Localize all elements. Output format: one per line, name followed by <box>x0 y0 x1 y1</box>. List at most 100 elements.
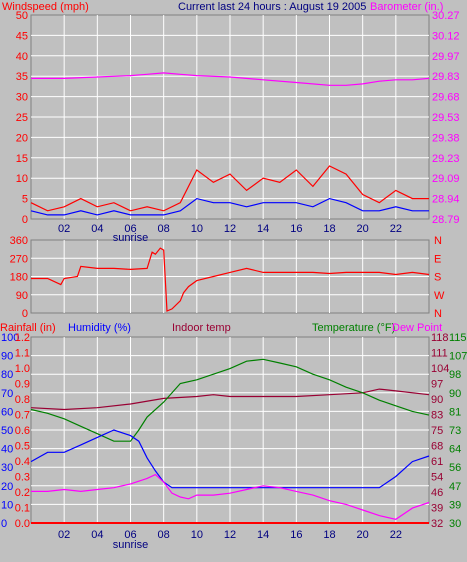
barometer-tick-label: 28.94 <box>432 194 460 206</box>
hour-tick-label: 20 <box>357 223 369 235</box>
barometer-tick-label: 29.23 <box>432 153 460 165</box>
windspeed-tick-label: 15 <box>16 153 28 165</box>
rainfall-tick-label: 0.5 <box>15 441 30 453</box>
rainfall-tick-label: 1.2 <box>15 332 30 344</box>
dewpoint-axis-label: Dew Point <box>392 322 442 334</box>
humidity-tick-label: 80 <box>1 369 13 381</box>
windspeed-tick-label: 20 <box>16 132 28 144</box>
hour-tick-label: 02 <box>58 529 70 541</box>
rainfall-tick-label: 0.7 <box>15 410 30 422</box>
hour-tick-label: 12 <box>224 223 236 235</box>
temperature-tick-label-a: 97 <box>431 379 443 391</box>
direction-series <box>31 247 430 312</box>
direction-tick-label: 270 <box>10 253 28 265</box>
barometer-tick-label: 29.38 <box>432 132 460 144</box>
hour-tick-label: 08 <box>158 223 170 235</box>
hour-tick-label: 18 <box>323 529 335 541</box>
hour-tick-label: 06 <box>124 223 136 235</box>
temperature-tick-label-a: 90 <box>431 394 443 406</box>
direction-tick-label: 180 <box>10 272 28 284</box>
temperature-axis-label: Temperature (°F) <box>312 322 395 334</box>
sunrise-label: sunrise <box>113 539 148 551</box>
barometer-tick-label: 29.83 <box>432 71 460 83</box>
climate-series <box>30 358 430 524</box>
dewpoint-line <box>31 473 430 520</box>
windspeed-tick-label: 5 <box>22 194 28 206</box>
hour-tick-label: 08 <box>158 529 170 541</box>
compass-tick-label: E <box>434 253 441 265</box>
wind-tick-labels: 0 5 10 15 20 25 30 35 40 45 50 28.79 28.94 29.09 29.23… <box>16 10 460 244</box>
temperature-tick-label-b: 56 <box>449 462 461 474</box>
hour-tick-label: 22 <box>390 223 402 235</box>
humidity-tick-label: 10 <box>1 499 13 511</box>
humidity-tick-label: 50 <box>1 425 13 437</box>
rainfall-tick-label: 1.0 <box>15 363 30 375</box>
windgust-line <box>30 165 429 212</box>
temperature-tick-label-a: 54 <box>431 472 443 484</box>
barometer-tick-label: 29.53 <box>432 112 460 124</box>
hour-tick-label: 02 <box>58 223 70 235</box>
windspeed-tick-label: 25 <box>16 112 28 124</box>
temperature-tick-label-b: 90 <box>449 388 461 400</box>
indoor-temp-label: Indoor temp <box>172 322 231 334</box>
climate-tick-labels: 0 10 20 30 40 50 60 70 80 90 100 0.0 0.1 0.2 0.3 0.4 0.5… <box>1 332 467 551</box>
temperature-tick-label-a: 68 <box>431 441 443 453</box>
humidity-tick-label: 90 <box>1 351 13 363</box>
humidity-tick-label: 70 <box>1 388 13 400</box>
windspeed-tick-label: 30 <box>16 92 28 104</box>
windspeed-tick-label: 50 <box>16 10 28 22</box>
temperature-tick-label-a: 75 <box>431 425 443 437</box>
temperature-tick-label-a: 118 <box>431 332 449 344</box>
page-title: Current last 24 hours : August 19 2005 <box>178 1 366 13</box>
temperature-tick-label-b: 107 <box>449 351 467 363</box>
humidity-tick-label: 20 <box>1 481 13 493</box>
hour-tick-label: 16 <box>290 223 302 235</box>
temperature-tick-label-b: 39 <box>449 499 461 511</box>
rainfall-tick-label: 0.1 <box>15 503 30 515</box>
hour-tick-label: 10 <box>191 529 203 541</box>
rainfall-axis-label: Rainfall (in) <box>0 322 56 334</box>
hour-tick-label: 12 <box>224 529 236 541</box>
temperature-tick-label-a: 83 <box>431 410 443 422</box>
barometer-tick-label: 29.09 <box>432 173 460 185</box>
temperature-tick-label-b: 81 <box>449 406 461 418</box>
humidity-tick-label: 0 <box>1 518 7 530</box>
windspeed-tick-label: 45 <box>16 30 28 42</box>
rainfall-tick-label: 0.3 <box>15 472 30 484</box>
barometer-tick-label: 29.97 <box>432 51 460 63</box>
hour-tick-label: 14 <box>257 223 269 235</box>
hour-tick-label: 22 <box>390 529 402 541</box>
hour-tick-label: 04 <box>91 529 103 541</box>
barometer-axis-label: Barometer (in.) <box>370 1 443 13</box>
sunrise-label: sunrise <box>113 232 148 244</box>
hour-tick-label: 18 <box>323 223 335 235</box>
humidity-tick-label: 40 <box>1 444 13 456</box>
wind-panel-grid <box>31 15 429 219</box>
barometer-tick-label: 28.79 <box>432 214 460 226</box>
temperature-tick-label-b: 73 <box>449 425 461 437</box>
rainfall-tick-label: 0.2 <box>15 487 30 499</box>
temperature-tick-label-a: 46 <box>431 487 443 499</box>
humidity-tick-label: 100 <box>1 332 19 344</box>
humidity-tick-label: 30 <box>1 462 13 474</box>
hour-tick-label: 16 <box>290 529 302 541</box>
humidity-tick-label: 60 <box>1 406 13 418</box>
avgwind-line <box>30 197 429 216</box>
temperature-tick-label-a: 61 <box>431 456 443 468</box>
rainfall-tick-label: 0.4 <box>15 456 30 468</box>
temperature-tick-label-a: 111 <box>431 348 448 360</box>
compass-tick-label: S <box>434 272 441 284</box>
temperature-tick-label-a: 39 <box>431 503 443 515</box>
temperature-tick-label-b: 98 <box>449 369 461 381</box>
wind-direction-line <box>31 247 430 312</box>
temperature-tick-label-b: 64 <box>449 444 461 456</box>
hour-tick-label: 10 <box>191 223 203 235</box>
direction-tick-label: 360 <box>10 235 28 247</box>
rainfall-tick-label: 0.0 <box>15 518 30 530</box>
temperature-tick-label-a: 32 <box>431 518 443 530</box>
rainfall-tick-label: 0.9 <box>15 379 30 391</box>
barometer-line <box>31 72 430 86</box>
